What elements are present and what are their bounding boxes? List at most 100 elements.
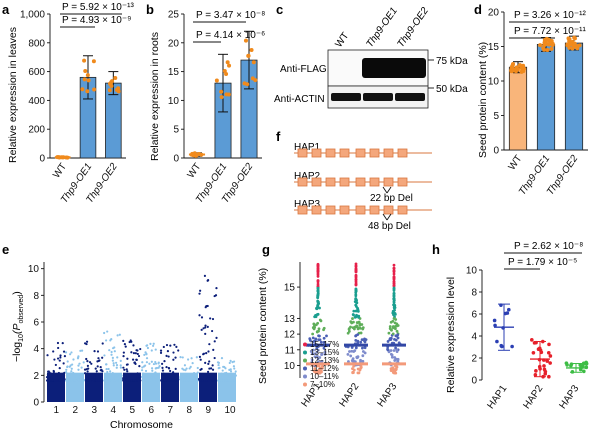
panel-e-snp-point: [217, 363, 220, 367]
panel-d-point: [549, 46, 554, 51]
panel-e-chromosome-band: [161, 372, 179, 402]
panel-e-snp-point: [157, 373, 160, 376]
panel-b-point: [250, 76, 255, 81]
panel-e-snp-point: [195, 374, 198, 377]
panel-g-point: [354, 278, 358, 282]
panel-e-snp-point: [183, 378, 186, 382]
panel-g-ytick-label: 10: [284, 361, 296, 372]
panel-g-point: [349, 320, 353, 323]
panel-g-point: [320, 359, 324, 363]
panel-e-snp-point: [183, 364, 187, 367]
panel-e-snp-point: [130, 340, 133, 343]
panel-e-snp-point: [51, 375, 54, 378]
panel-g-point: [312, 322, 316, 326]
panel-g-point: [392, 300, 396, 303]
panel-f-hap3-label: HAP3: [294, 199, 321, 210]
panel-e-snp-point: [184, 369, 187, 372]
panel-f-exon: [325, 148, 336, 158]
panel-c-lane-wt: WT: [333, 31, 351, 50]
panel-e-snp-point: [162, 373, 165, 376]
panel-e-snp-point: [96, 350, 100, 353]
panel-e-snp-point: [220, 357, 224, 360]
panel-g-point: [354, 274, 358, 278]
panel-e-snp-point: [198, 355, 202, 358]
panel-e-snp-point: [206, 325, 209, 328]
panel-b-ytick-label: 5: [173, 125, 179, 136]
panel-g-point: [356, 306, 359, 310]
panel-g-point: [361, 354, 365, 358]
panel-e-snp-point: [142, 375, 145, 378]
panel-e-snp-point: [150, 367, 154, 370]
panel-e-snp-point: [141, 361, 144, 364]
panel-e-snp-point: [204, 306, 207, 309]
panel-f-letter: f: [276, 129, 281, 144]
panel-e-snp-point: [169, 369, 172, 373]
panel-e-snp-point: [183, 377, 187, 380]
panel-e-snp-point: [210, 367, 213, 370]
panel-d-point: [521, 69, 526, 74]
panel-e-snp-point: [165, 343, 169, 347]
panel-g-point: [354, 314, 358, 318]
panel-e-snp-point: [115, 361, 118, 364]
panel-d-pval-1: P = 3.26 × 10⁻¹²: [514, 10, 586, 21]
panel-g-point: [389, 349, 393, 352]
panel-c: c WT Thp9-OE1 Thp9-OE2 Anti-FLAG Anti-AC…: [274, 2, 468, 109]
panel-e-snp-point: [53, 379, 56, 382]
panel-d-point: [567, 45, 572, 50]
panel-g-point: [316, 304, 320, 308]
panel-e-snp-point: [172, 351, 175, 354]
panel-g-point: [390, 328, 393, 332]
panel-b-point: [246, 53, 251, 58]
panel-e-snp-point: [82, 361, 85, 364]
panel-g-point: [358, 322, 362, 326]
panel-g-point: [388, 337, 392, 340]
panel-a-point: [110, 79, 115, 84]
panel-h: h P = 2.62 × 10⁻⁸ P = 1.79 × 10⁻⁵ Relati…: [432, 241, 589, 411]
panel-e-snp-point: [157, 362, 160, 365]
panel-e-snp-point: [133, 361, 136, 364]
panel-e-snp-point: [76, 357, 80, 360]
panel-a-point: [82, 58, 87, 63]
panel-e-snp-point: [69, 372, 72, 375]
panel-e-snp-point: [159, 351, 163, 355]
panel-g-point: [354, 283, 358, 287]
panel-g-point: [387, 331, 391, 335]
panel-h-point: [546, 350, 551, 355]
panel-h-point: [582, 369, 586, 374]
panel-e-snp-point: [66, 365, 69, 368]
panel-e-snp-point: [211, 317, 215, 321]
panel-g-point: [316, 267, 320, 271]
panel-f-exon: [339, 148, 350, 158]
panel-e-snp-point: [141, 379, 145, 382]
panel-f-del1-mark-a: [382, 186, 388, 194]
panel-e-snp-point: [99, 366, 102, 369]
panel-g-point: [317, 334, 320, 338]
panel-f-del2-mark-b: [386, 213, 392, 221]
panel-e-snp-point: [93, 373, 96, 376]
panel-h-point: [510, 344, 514, 349]
panel-e-snp-point: [137, 379, 140, 382]
panel-e-snp-point: [124, 345, 127, 348]
panel-e-snp-point: [174, 356, 177, 359]
panel-e-xlabel: Chromosome: [110, 419, 173, 431]
panel-e-snp-point: [134, 379, 137, 382]
panel-e-snp-point: [59, 354, 62, 357]
panel-f-exon: [297, 148, 308, 158]
panel-g-point: [354, 269, 358, 273]
panel-b-point: [227, 63, 232, 68]
panel-e-snp-point: [152, 342, 155, 345]
panel-g-point: [349, 354, 353, 358]
panel-a-point: [86, 78, 91, 83]
panel-e-snp-point: [217, 367, 220, 370]
panel-g-point: [392, 287, 396, 291]
panel-e-snp-point: [97, 357, 100, 360]
panel-e-snp-point: [199, 368, 202, 371]
panel-e-snp-point: [207, 379, 210, 382]
panel-e-snp-point: [154, 371, 157, 374]
panel-g-legend-label: 10–11%: [310, 372, 339, 381]
panel-e-snp-point: [90, 362, 93, 365]
panel-e-snp-point: [60, 378, 63, 381]
panel-e-snp-point: [218, 373, 221, 377]
panel-e-snp-point: [167, 366, 170, 370]
panel-g-point: [315, 313, 319, 316]
